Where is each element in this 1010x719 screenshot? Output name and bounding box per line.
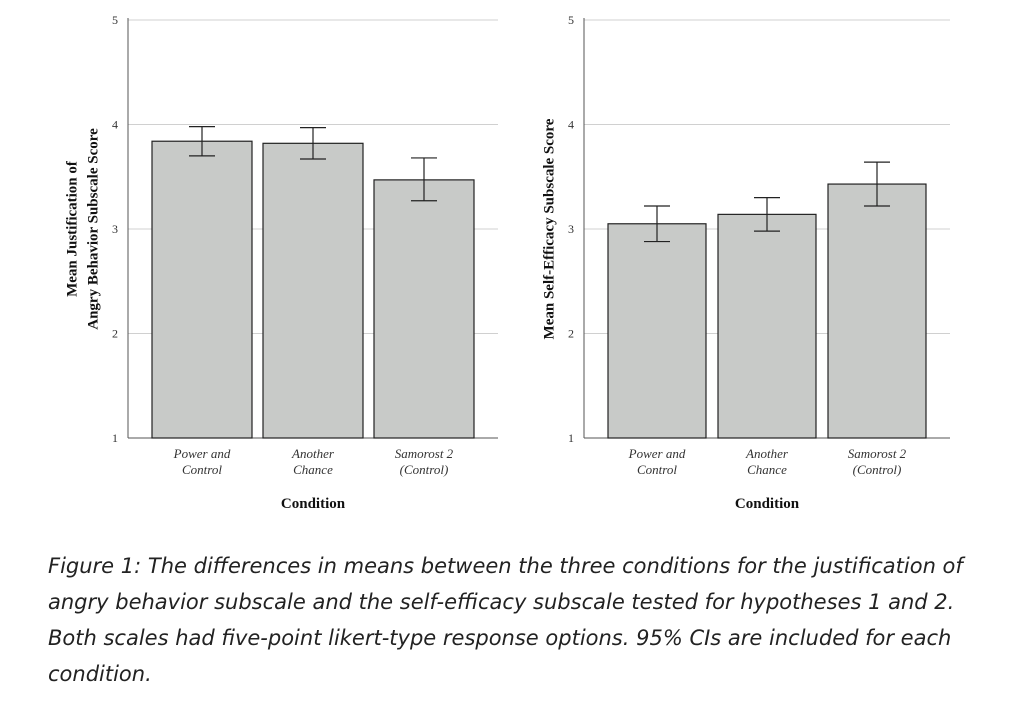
y-tick-label: 2 (112, 327, 118, 341)
x-category-label: Another (745, 446, 789, 461)
x-axis-label: Condition (281, 496, 346, 512)
y-tick-label: 5 (112, 13, 118, 27)
bar (607, 223, 707, 439)
y-tick-label: 1 (568, 431, 574, 445)
bar (717, 213, 817, 439)
y-axis-label: Angry Behavior Subscale Score (85, 128, 101, 330)
x-category-label: Another (291, 446, 335, 461)
bar (827, 183, 927, 439)
y-axis-label: Mean Self-Efficacy Subscale Score (541, 118, 557, 339)
x-category-label: (Control) (853, 462, 902, 477)
x-category-label: Chance (747, 462, 787, 477)
y-tick-label: 1 (112, 431, 118, 445)
bar (373, 179, 475, 439)
figure-caption: Figure 1: The differences in means betwe… (48, 554, 963, 686)
x-category-label: Chance (293, 462, 333, 477)
y-axis-label: Mean Justification of (64, 160, 80, 297)
y-tick-label: 2 (568, 327, 574, 341)
x-category-label: Samorost 2 (395, 446, 454, 461)
x-axis-label: Condition (735, 496, 800, 512)
x-category-label: (Control) (400, 462, 449, 477)
bar (262, 142, 364, 439)
x-category-label: Power and (628, 446, 686, 461)
x-category-label: Control (182, 462, 222, 477)
x-category-label: Control (637, 462, 677, 477)
x-category-label: Power and (173, 446, 231, 461)
y-tick-label: 5 (568, 13, 574, 27)
bar (151, 140, 253, 439)
y-tick-label: 3 (112, 222, 118, 236)
y-tick-label: 4 (568, 118, 574, 132)
x-category-label: Samorost 2 (848, 446, 907, 461)
y-tick-label: 4 (112, 118, 118, 132)
y-tick-label: 3 (568, 222, 574, 236)
